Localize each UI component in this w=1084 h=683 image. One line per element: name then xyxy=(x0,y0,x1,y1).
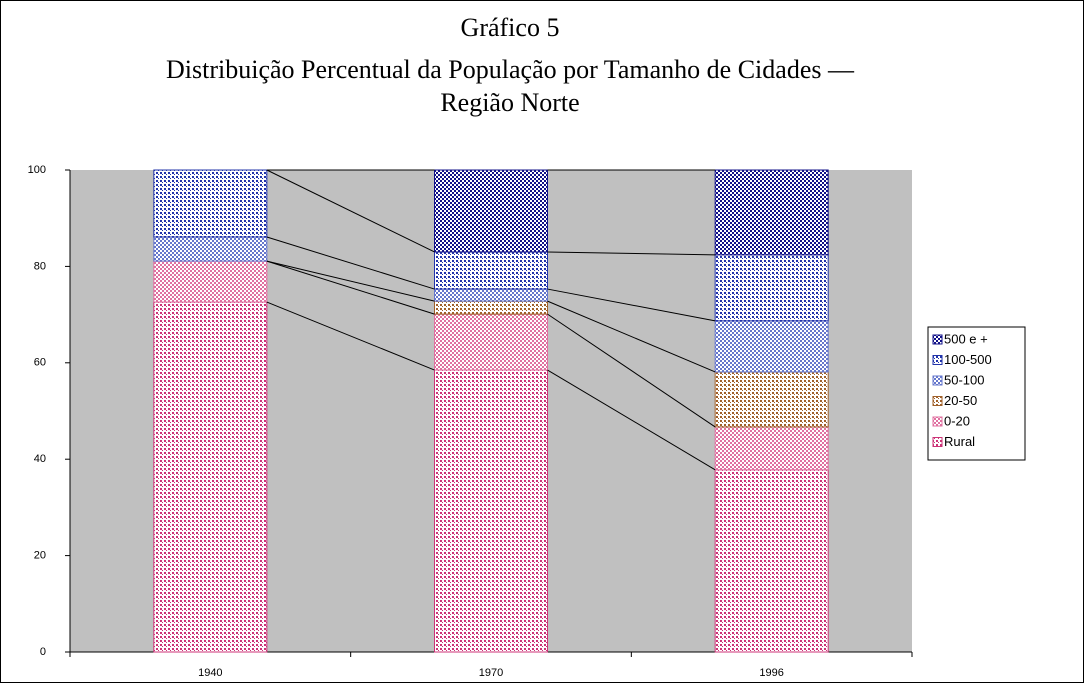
legend-label: 50-100 xyxy=(944,372,984,387)
series-line xyxy=(266,169,435,253)
bar-segment xyxy=(434,369,548,653)
y-tick-label: 100 xyxy=(28,164,46,176)
series-line xyxy=(547,288,716,322)
x-tick-label: 1996 xyxy=(759,667,783,679)
series-line xyxy=(266,301,435,371)
legend-box xyxy=(927,326,1026,461)
legend-swatch xyxy=(932,396,943,406)
bar-segment xyxy=(714,254,829,322)
bar-segment xyxy=(434,288,548,302)
bar-segment xyxy=(434,300,548,315)
bar-segment xyxy=(714,371,829,428)
bar-segment xyxy=(434,251,548,290)
chart-title: Região Norte xyxy=(440,88,579,117)
series-line xyxy=(266,236,435,290)
bar-segment xyxy=(714,469,829,653)
bar-segment xyxy=(153,301,268,653)
legend-swatch xyxy=(932,437,943,447)
series-line xyxy=(547,300,716,373)
y-tick-label: 20 xyxy=(34,550,46,562)
series-line xyxy=(547,251,716,256)
chart-title: Gráfico 5 xyxy=(461,13,560,42)
bar-segment xyxy=(153,169,268,238)
legend-swatch xyxy=(932,355,943,365)
bar-segment xyxy=(714,320,829,373)
series-line xyxy=(547,313,716,428)
legend-swatch xyxy=(932,334,943,345)
y-tick-label: 0 xyxy=(40,646,46,658)
legend-label: 20-50 xyxy=(944,393,977,408)
series-line xyxy=(266,260,435,315)
legend-label: Rural xyxy=(944,434,975,449)
chart-title: Distribuição Percentual da População por… xyxy=(166,55,855,84)
x-tick-label: 1940 xyxy=(198,667,222,679)
bar-segment xyxy=(434,313,548,371)
legend-label: 500 e + xyxy=(944,331,988,346)
legend-swatch xyxy=(932,375,943,386)
bar-segment xyxy=(153,236,268,262)
legend-swatch xyxy=(932,416,943,427)
series-line xyxy=(547,369,716,471)
bar-segment xyxy=(714,426,829,471)
bar-segment xyxy=(714,169,829,256)
bar-segment xyxy=(153,260,268,303)
series-line xyxy=(266,260,435,302)
legend-label: 100-500 xyxy=(944,352,992,367)
y-tick-label: 60 xyxy=(34,357,46,369)
bar-segment xyxy=(434,169,548,253)
y-tick-label: 40 xyxy=(34,453,46,465)
legend-label: 0-20 xyxy=(944,413,970,428)
y-tick-label: 80 xyxy=(34,260,46,272)
x-tick-label: 1970 xyxy=(479,667,503,679)
